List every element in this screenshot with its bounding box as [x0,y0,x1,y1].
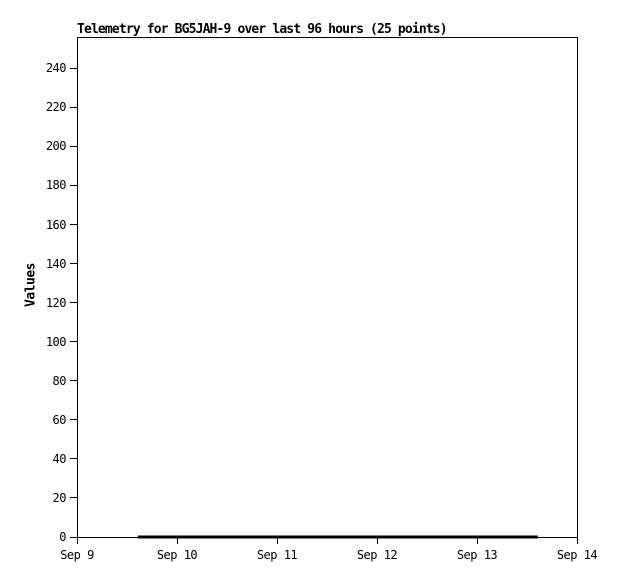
x-tick-label: Sep 11 [256,548,298,562]
y-tick-label: 0 [59,530,66,544]
x-tick-mark [77,538,78,544]
y-tick-label: 60 [52,413,67,427]
y-tick-mark [70,458,77,459]
x-tick-label: Sep 9 [60,548,94,562]
y-tick-label: 220 [45,100,67,114]
y-tick-mark [70,537,77,538]
y-tick-mark [70,341,77,342]
y-tick-mark [70,107,77,108]
y-tick-label: 200 [45,139,67,153]
y-tick-mark [70,302,77,303]
x-tick-label: Sep 12 [356,548,398,562]
y-tick-mark [70,224,77,225]
x-tick-mark [177,538,178,544]
x-tick-mark [477,538,478,544]
y-tick-label: 80 [52,374,67,388]
x-tick-label: Sep 13 [456,548,498,562]
y-tick-label: 40 [52,452,67,466]
y-tick-mark [70,380,77,381]
series-plot [137,535,538,539]
x-tick-label: Sep 10 [156,548,198,562]
y-tick-mark [70,146,77,147]
y-tick-mark [70,68,77,69]
y-tick-label: 240 [45,61,67,75]
y-tick-mark [70,185,77,186]
x-tick-mark [577,538,578,544]
y-tick-label: 100 [45,335,67,349]
y-tick-label: 180 [45,178,67,192]
y-tick-mark [70,263,77,264]
y-tick-label: 140 [45,257,67,271]
x-tick-mark [277,538,278,544]
y-tick-label: 20 [52,491,67,505]
y-tick-mark [70,419,77,420]
x-tick-label: Sep 14 [556,548,598,562]
y-tick-label: 120 [45,296,67,310]
y-tick-mark [70,497,77,498]
y-tick-label: 160 [45,218,67,232]
x-tick-mark [377,538,378,544]
chart-title: Telemetry for BG5JAH-9 over last 96 hour… [77,22,448,37]
plot-area [77,37,578,538]
